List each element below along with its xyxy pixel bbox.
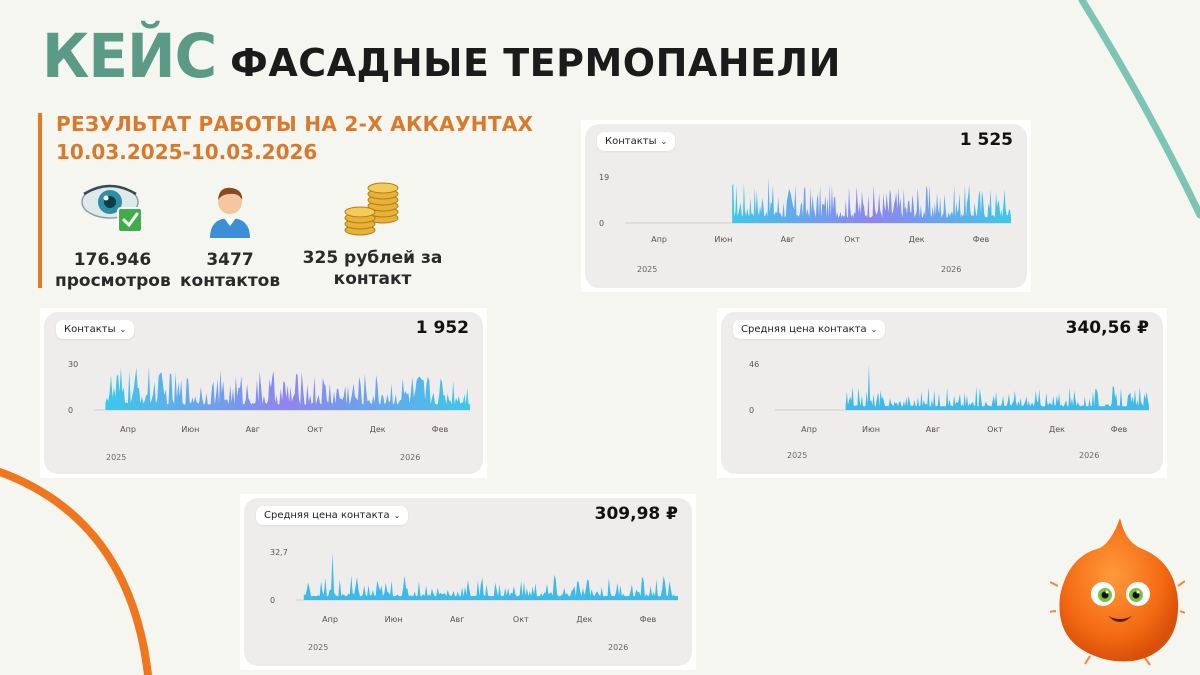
y-tick-label: 0 <box>749 406 754 415</box>
x-tick-label: Июн <box>862 425 880 434</box>
chevron-down-icon: ⌄ <box>870 325 878 334</box>
x-tick-label: Дек <box>576 615 592 624</box>
chevron-down-icon: ⌄ <box>660 137 668 146</box>
x-tick-label: Июн <box>714 235 732 244</box>
stat-price-label: контакт <box>333 269 412 289</box>
stat-contacts-value: 3477 <box>206 250 254 270</box>
x-tick-label: Дек <box>1049 425 1065 434</box>
title-keis: КЕЙС <box>42 20 217 92</box>
x-tick-label: Апр <box>120 425 136 434</box>
y-tick-label: 0 <box>599 219 604 228</box>
x-tick-label: Апр <box>801 425 817 434</box>
year-label: 2026 <box>400 453 420 462</box>
metric-dropdown-label: Контакты <box>64 324 116 335</box>
area-chart: 19 0 Апр Июн Авг Окт Дек Фев 2025 2026 <box>599 173 1011 274</box>
stat-price-value: 325 рублей за <box>302 248 443 268</box>
stat-views-label: просмотров <box>55 271 171 291</box>
x-tick-label: Июн <box>385 615 403 624</box>
metric-dropdown[interactable]: Контакты ⌄ <box>597 132 676 151</box>
chevron-down-icon: ⌄ <box>119 325 127 334</box>
x-tick-label: Окт <box>307 425 323 434</box>
area-chart: 30 0 Апр Июн Авг Окт Дек Фев 2025 2026 <box>68 360 471 462</box>
year-label: 2026 <box>1079 451 1099 460</box>
x-tick-label: Фев <box>1111 425 1128 434</box>
chart-card-contacts-2: Контакты ⌄ 1 952 30 0 Апр Июн Авг Окт Дек Фев 202… <box>40 308 487 478</box>
chart-total: 1 952 <box>415 318 469 338</box>
fluffy-mascot-image <box>1050 518 1185 666</box>
stat-contacts-label: контактов <box>180 271 281 291</box>
x-tick-label: Фев <box>973 235 990 244</box>
series-area <box>105 366 471 410</box>
chart-card-contacts-1: Контакты ⌄ 1 525 19 0 Апр Июн Авг Окт Дек Фев 202… <box>581 120 1031 292</box>
stat-views-value: 176.946 <box>73 250 152 270</box>
y-tick-label: 0 <box>68 406 73 415</box>
chart-card-panel <box>721 312 1163 474</box>
metric-dropdown[interactable]: Контакты ⌄ <box>56 320 135 339</box>
result-accent-bar <box>38 113 42 288</box>
x-tick-label: Июн <box>181 425 199 434</box>
x-tick-label: Фев <box>432 425 449 434</box>
x-tick-label: Авг <box>450 615 464 624</box>
x-tick-label: Апр <box>322 615 338 624</box>
result-title: РЕЗУЛЬТАТ РАБОТЫ НА 2-Х АККАУНТАХ <box>56 112 534 136</box>
stat-views: 176.946 просмотров <box>55 180 171 292</box>
series-area <box>303 552 678 600</box>
chart-card-avg-price-2: Средняя цена контакта ⌄ 309,98 ₽ 32,7 0 Апр… <box>240 494 696 670</box>
coins-icon <box>344 182 398 236</box>
x-tick-label: Авг <box>926 425 940 434</box>
y-tick-label: 0 <box>270 596 275 605</box>
year-label: 2025 <box>787 451 807 460</box>
x-tick-label: Дек <box>909 235 925 244</box>
x-tick-label: Авг <box>781 235 795 244</box>
chart-card-panel <box>585 124 1027 288</box>
result-date: 10.03.2025-10.03.2026 <box>56 140 318 164</box>
year-label: 2025 <box>637 265 657 274</box>
metric-dropdown-label: Контакты <box>605 136 657 147</box>
x-tick-label: Фев <box>640 615 657 624</box>
x-tick-label: Окт <box>987 425 1003 434</box>
series-area <box>845 364 1149 410</box>
chart-total: 340,56 ₽ <box>1065 318 1149 338</box>
metric-dropdown[interactable]: Средняя цена контакта ⌄ <box>733 320 886 339</box>
stat-price: 325 рублей за контакт <box>300 178 445 290</box>
area-chart: 32,7 0 Апр Июн Авг Окт Дек Фев 2025 2026 <box>270 548 678 652</box>
metric-dropdown-label: Средняя цена контакта <box>741 324 867 335</box>
area-chart: 46 0 Апр Июн Авг Окт Дек Фев 2025 2026 <box>749 360 1149 460</box>
year-label: 2025 <box>308 643 328 652</box>
year-label: 2025 <box>106 453 126 462</box>
chart-card-avg-price-1: Средняя цена контакта ⌄ 340,56 ₽ 46 0 Апр Ию… <box>717 308 1167 478</box>
series-area <box>732 177 1011 223</box>
y-tick-label: 46 <box>749 360 759 369</box>
year-label: 2026 <box>608 643 628 652</box>
stat-contacts: 3477 контактов <box>180 180 280 292</box>
chevron-down-icon: ⌄ <box>393 511 401 520</box>
eye-check-icon <box>80 184 143 233</box>
x-tick-label: Окт <box>513 615 529 624</box>
metric-dropdown[interactable]: Средняя цена контакта ⌄ <box>256 506 409 525</box>
x-tick-label: Авг <box>246 425 260 434</box>
chart-total: 1 525 <box>959 130 1013 150</box>
chart-total: 309,98 ₽ <box>594 504 678 524</box>
y-tick-label: 30 <box>68 360 78 369</box>
x-tick-label: Окт <box>844 235 860 244</box>
y-tick-label: 19 <box>599 173 609 182</box>
metric-dropdown-label: Средняя цена контакта <box>264 510 390 521</box>
y-tick-label: 32,7 <box>270 548 288 557</box>
year-label: 2026 <box>941 265 961 274</box>
x-tick-label: Апр <box>651 235 667 244</box>
user-icon <box>210 187 250 238</box>
title-main: ФАСАДНЫЕ ТЕРМОПАНЕЛИ <box>230 41 841 85</box>
page-title: КЕЙС ФАСАДНЫЕ ТЕРМОПАНЕЛИ <box>42 20 841 92</box>
x-tick-label: Дек <box>370 425 386 434</box>
